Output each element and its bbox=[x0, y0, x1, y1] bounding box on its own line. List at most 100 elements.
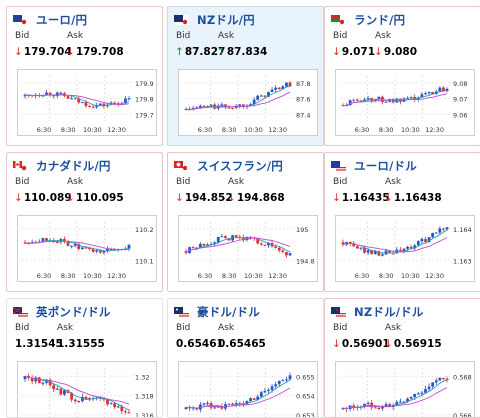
rate-card-nzd-usd[interactable]: NZドル/ドル Bid Ask ↓0.56901 ↓0.56915 0.568 0… bbox=[324, 298, 480, 418]
candle-body bbox=[413, 394, 417, 398]
card-header: スイスフラン/円 bbox=[174, 157, 319, 175]
ask-label: Ask bbox=[67, 31, 84, 41]
candle-body bbox=[70, 245, 74, 247]
candle-body bbox=[109, 403, 113, 405]
candle-body bbox=[259, 392, 263, 397]
candle-body bbox=[267, 92, 270, 97]
pair-name[interactable]: カナダドル/円 bbox=[36, 159, 111, 173]
y-tick-label: 0.568 bbox=[453, 373, 472, 381]
za-jp-flag-icon bbox=[331, 15, 346, 25]
pair-name[interactable]: ユーロ/ドル bbox=[354, 159, 417, 173]
candle-body bbox=[402, 401, 406, 403]
candle-body bbox=[202, 403, 206, 405]
candle-body bbox=[259, 243, 263, 245]
candle-body bbox=[213, 407, 217, 409]
candle-body bbox=[438, 87, 442, 92]
candle-body bbox=[34, 377, 38, 382]
ask-value-text: 9.080 bbox=[383, 46, 418, 58]
price-chart[interactable]: 9.08 9.07 9.06 6:30 8:30 10:30 12:30 bbox=[335, 69, 475, 136]
candle-body bbox=[341, 242, 345, 245]
x-tick-label: 8:30 bbox=[379, 272, 394, 280]
candle-body bbox=[66, 241, 70, 246]
ask-value-text: 87.834 bbox=[226, 46, 268, 58]
candle-body bbox=[413, 96, 417, 100]
rate-card-zar-jpy[interactable]: ランド/円 Bid Ask ↓9.071 ↓9.080 9.08 9.07 9.06… bbox=[324, 6, 480, 146]
candle-body bbox=[288, 82, 292, 87]
candle-body bbox=[227, 107, 231, 109]
pair-name[interactable]: NZドル/円 bbox=[197, 13, 255, 27]
pair-name[interactable]: スイスフラン/円 bbox=[197, 159, 283, 173]
candle-body bbox=[427, 386, 431, 390]
rate-card-chf-jpy[interactable]: スイスフラン/円 Bid Ask ↓194.852 ↓194.868 195 19… bbox=[167, 152, 324, 292]
candle-body bbox=[52, 95, 56, 97]
rate-card-gbp-usd[interactable]: 英ポンド/ドル Bid Ask 1.31545 1.31555 1.32 1.31… bbox=[6, 298, 163, 418]
x-tick-label: 8:30 bbox=[222, 272, 237, 280]
card-header: 英ポンド/ドル bbox=[13, 303, 158, 321]
ask-value: ↓0.56915 bbox=[384, 338, 442, 350]
candle-body bbox=[388, 404, 392, 408]
ask-value-text: 179.708 bbox=[75, 46, 124, 58]
candle-body bbox=[348, 100, 352, 106]
candle-body bbox=[84, 102, 88, 107]
candle-body bbox=[88, 248, 91, 250]
y-tick-label: 195 bbox=[296, 226, 308, 234]
candle-body bbox=[434, 232, 438, 234]
candle-body bbox=[245, 401, 249, 405]
candle-body bbox=[420, 94, 424, 98]
ask-value: ↓194.868 bbox=[227, 192, 285, 204]
x-tick-label: 10:30 bbox=[401, 272, 420, 280]
candle-body bbox=[352, 99, 356, 101]
x-tick-label: 8:30 bbox=[61, 272, 76, 280]
price-chart[interactable]: 1.164 1.163 6:30 8:30 10:30 12:30 bbox=[335, 215, 475, 282]
rate-card-eur-jpy[interactable]: ユーロ/円 Bid Ask ↓179.704 ↓179.708 179.9 179… bbox=[6, 6, 163, 146]
pair-name[interactable]: 豪ドル/ドル bbox=[197, 305, 260, 319]
candle-body bbox=[381, 405, 384, 409]
rate-card-aud-usd[interactable]: 豪ドル/ドル Bid Ask 0.65461 0.65465 0.655 0.65… bbox=[167, 298, 324, 418]
candle-body bbox=[398, 249, 402, 251]
pair-name[interactable]: ランド/円 bbox=[354, 13, 406, 27]
rate-card-nzd-jpy[interactable]: NZドル/円 Bid Ask ↑87.827 ↑87.834 87.8 87.6 8… bbox=[167, 6, 324, 146]
candle-body bbox=[88, 398, 91, 400]
candle-body bbox=[348, 242, 352, 244]
pair-name[interactable]: ユーロ/円 bbox=[36, 13, 88, 27]
bid-value: 0.65461 bbox=[176, 338, 224, 350]
price-chart[interactable]: 195 194.8 6:30 8:30 10:30 12:30 bbox=[178, 215, 318, 282]
candle-body bbox=[445, 227, 449, 230]
candle-body bbox=[113, 249, 117, 251]
ask-value-text: 0.56915 bbox=[393, 338, 442, 350]
eu-us-flag-icon bbox=[331, 161, 346, 171]
y-tick-label: 0.653 bbox=[296, 412, 315, 418]
candle-body bbox=[431, 92, 435, 94]
bid-label: Bid bbox=[15, 323, 30, 333]
candle-body bbox=[442, 87, 445, 92]
bid-value-text: 194.852 bbox=[184, 192, 233, 204]
candle-body bbox=[373, 251, 377, 254]
price-chart[interactable]: 0.568 0.566 bbox=[335, 361, 475, 417]
candle-body bbox=[59, 92, 63, 94]
candle-body bbox=[384, 250, 388, 255]
bid-value: ↓110.089 bbox=[14, 192, 72, 204]
price-chart[interactable]: 0.655 0.654 0.653 bbox=[178, 361, 318, 418]
price-chart[interactable]: 179.9 179.8 179.7 6:30 8:30 10:30 12:30 bbox=[17, 69, 157, 136]
x-tick-label: 12:30 bbox=[268, 126, 287, 134]
candle-body bbox=[384, 404, 388, 406]
candle-body bbox=[402, 248, 406, 251]
ask-value: ↓1.16438 bbox=[384, 192, 442, 204]
bid-label: Bid bbox=[333, 31, 348, 41]
rate-card-eur-usd[interactable]: ユーロ/ドル Bid Ask ↓1.16435 ↓1.16438 1.164 1.… bbox=[324, 152, 480, 292]
moving-average-line bbox=[185, 387, 291, 409]
pair-name[interactable]: 英ポンド/ドル bbox=[36, 305, 111, 319]
candle-body bbox=[285, 379, 288, 381]
card-header: 豪ドル/ドル bbox=[174, 303, 319, 321]
x-tick-label: 10:30 bbox=[244, 272, 263, 280]
candle-body bbox=[23, 95, 27, 97]
rate-card-cad-jpy[interactable]: カナダドル/円 Bid Ask ↓110.089 ↓110.095 110.2 1… bbox=[6, 152, 163, 292]
candle-body bbox=[406, 398, 409, 402]
price-chart[interactable]: 87.8 87.6 87.4 6:30 8:30 10:30 12:30 bbox=[178, 69, 318, 136]
candle-body bbox=[184, 407, 188, 410]
candle-body bbox=[220, 236, 224, 238]
pair-name[interactable]: NZドル/ドル bbox=[354, 305, 424, 319]
price-chart[interactable]: 110.2 110.1 6:30 8:30 10:30 12:30 bbox=[17, 215, 157, 282]
price-chart[interactable]: 1.32 1.318 1.316 bbox=[17, 361, 157, 417]
ask-value: ↓9.080 bbox=[374, 46, 417, 58]
